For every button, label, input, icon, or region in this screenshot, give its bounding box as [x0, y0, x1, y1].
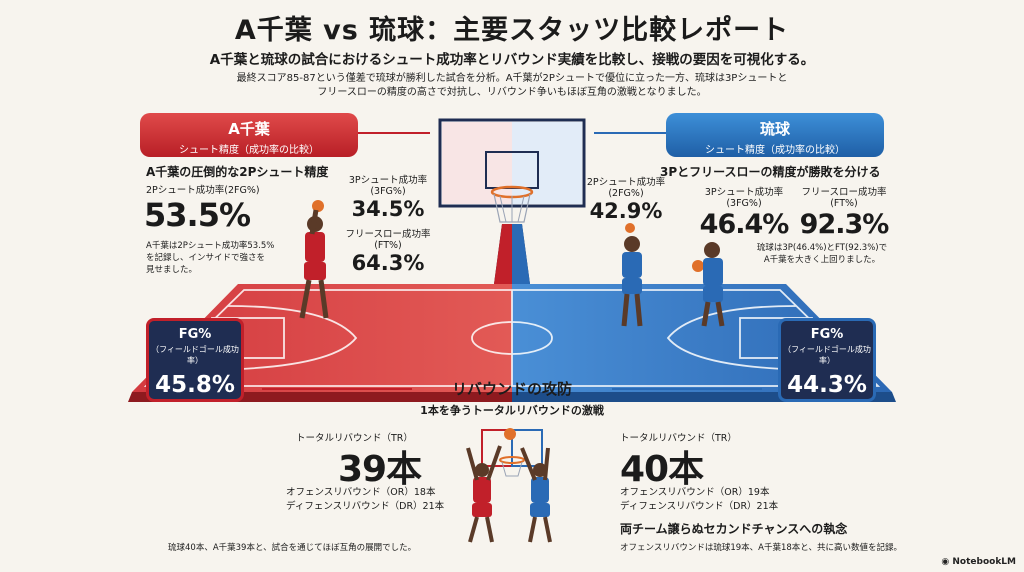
chiba-2fg-value: 53.5%	[144, 196, 251, 234]
chiba-2fg-label: 2Pシュート成功率(2FG%)	[146, 185, 260, 196]
chiba-team-name: A千葉	[228, 120, 270, 138]
ryukyu-3fg-label-abbr: (3FG%)	[726, 198, 762, 209]
chiba-3fg-value: 34.5%	[351, 197, 425, 221]
chiba-fg-sublabel: （フィールドゴール成功率）	[151, 345, 239, 365]
ryukyu-3fg-block: 3Pシュート成功率 (3FG%) 46.4%	[694, 184, 794, 240]
description-line: 最終スコア85-87という僅差で琉球が勝利した試合を分析。A千葉が2Pシュートで…	[236, 73, 788, 84]
chiba-3fg-label: 3Pシュート成功率	[348, 175, 428, 186]
chiba-note-line: A千葉は2Pシュート成功率53.5%	[146, 241, 275, 251]
ryukyu-tr-label: トータルリバウンド（TR）	[620, 433, 737, 444]
chiba-fg-label: FG%	[178, 327, 212, 342]
notebooklm-brand-label: NotebookLM	[952, 557, 1016, 567]
chiba-note-line: 見せました。	[146, 265, 198, 275]
ryukyu-heading: 3Pとフリースローの精度が勝敗を分ける	[660, 165, 881, 179]
chiba-ft-label-abbr: (FT%)	[374, 240, 402, 251]
chiba-tr-label: トータルリバウンド（TR）	[296, 433, 413, 444]
ryukyu-2fg-label: 2Pシュート成功率	[586, 177, 666, 188]
chiba-3fg-label-abbr: (3FG%)	[370, 186, 406, 197]
ryukyu-ft-block: フリースロー成功率 (FT%) 92.3%	[796, 184, 892, 240]
chiba-ft-block: フリースロー成功率 (FT%) 64.3%	[340, 226, 436, 275]
basketball-hoop-icon	[481, 428, 543, 477]
page-subtitle: A千葉と琉球の試合におけるシュート成功率とリバウンド実績を比較し、接戦の要因を可…	[209, 52, 815, 68]
notebooklm-brand: ◉ NotebookLM	[941, 557, 1016, 567]
ryukyu-team-name: 琉球	[759, 120, 790, 138]
ryukyu-or: オフェンスリバウンド（OR）19本	[620, 487, 770, 498]
ryukyu-2fg-label-abbr: (2FG%)	[608, 188, 644, 199]
page-description: 最終スコア85-87という僅差で琉球が勝利した試合を分析。A千葉が2Pシュートで…	[0, 72, 1024, 100]
basketball-player-icon	[692, 242, 725, 327]
notebooklm-logo-icon: ◉	[941, 557, 950, 567]
page-title: A千葉 vs 琉球：主要スタッツ比較レポート	[234, 15, 790, 46]
ryukyu-2fg-value: 42.9%	[589, 199, 663, 223]
chiba-dr: ディフェンスリバウンド（DR）21本	[286, 501, 445, 512]
chiba-ft-value: 64.3%	[351, 251, 425, 275]
chiba-banner-subtitle: シュート精度（成功率の比較）	[179, 145, 319, 156]
description-line: フリースローの精度の高さで対抗し、リバウンド争いもほぼ互角の激戦となりました。	[317, 87, 707, 98]
ryukyu-ft-label: フリースロー成功率	[801, 187, 887, 198]
ryukyu-3fg-label: 3Pシュート成功率	[704, 187, 784, 198]
chiba-fg-scoreboard: FG% （フィールドゴール成功率） 45.8%	[146, 318, 244, 402]
ryukyu-tr-value: 40本	[620, 449, 704, 490]
ryukyu-rebound-note: オフェンスリバウンドは琉球19本、A千葉18本と、共に高い数値を記録。	[620, 543, 902, 553]
ryukyu-rebound-heading: 両チーム譲らぬセカンドチャンスへの執念	[620, 522, 848, 536]
ryukyu-ft-value: 92.3%	[799, 209, 890, 240]
chiba-note: A千葉は2Pシュート成功率53.5% を記録し、インサイドで強さを 見せました。	[146, 240, 274, 276]
ryukyu-3fg-value: 46.4%	[699, 209, 790, 240]
ryukyu-banner: 琉球 シュート精度（成功率の比較）	[666, 113, 884, 157]
chiba-tr-value: 39本	[338, 449, 422, 490]
chiba-fg-value: 45.8%	[155, 372, 235, 398]
basketball-player-icon	[466, 445, 502, 543]
ryukyu-dr: ディフェンスリバウンド（DR）21本	[620, 501, 779, 512]
ryukyu-ft-label-abbr: (FT%)	[830, 198, 858, 209]
ryukyu-2fg-block: 2Pシュート成功率 (2FG%) 42.9%	[580, 174, 672, 223]
basketball-player-icon	[621, 223, 643, 327]
chiba-note-line: を記録し、インサイドで強さを	[146, 253, 266, 263]
rebound-subtitle: 1本を争うトータルリバウンドの激戦	[420, 404, 604, 417]
basketball-player-icon	[520, 447, 552, 543]
ryukyu-fg-scoreboard: FG% （フィールドゴール成功率） 44.3%	[778, 318, 876, 402]
chiba-rebound-note: 琉球40本、A千葉39本と、試合を通じてほぼ互角の展開でした。	[168, 543, 417, 553]
ryukyu-banner-subtitle: シュート精度（成功率の比較）	[705, 145, 845, 156]
ryukyu-fg-value: 44.3%	[787, 372, 867, 398]
basketball-player-icon	[299, 200, 329, 319]
ryukyu-note-line: A千葉を大きく上回りました。	[763, 255, 881, 265]
ryukyu-note: 琉球は3P(46.4%)とFT(92.3%)で A千葉を大きく上回りました。	[742, 242, 902, 266]
section-divider-left	[262, 388, 412, 390]
chiba-ft-label: フリースロー成功率	[345, 229, 431, 240]
ryukyu-fg-sublabel: （フィールドゴール成功率）	[783, 345, 871, 365]
chiba-or: オフェンスリバウンド（OR）18本	[286, 487, 436, 498]
chiba-banner: A千葉 シュート精度（成功率の比較）	[140, 113, 358, 157]
ryukyu-note-line: 琉球は3P(46.4%)とFT(92.3%)で	[756, 243, 888, 253]
chiba-3fg-block: 3Pシュート成功率 (3FG%) 34.5%	[346, 172, 430, 221]
ryukyu-fg-label: FG%	[810, 327, 844, 342]
rebound-title: リバウンドの攻防	[451, 380, 572, 398]
chiba-heading: A千葉の圧倒的な2Pシュート精度	[146, 165, 329, 179]
section-divider-right	[612, 388, 762, 390]
